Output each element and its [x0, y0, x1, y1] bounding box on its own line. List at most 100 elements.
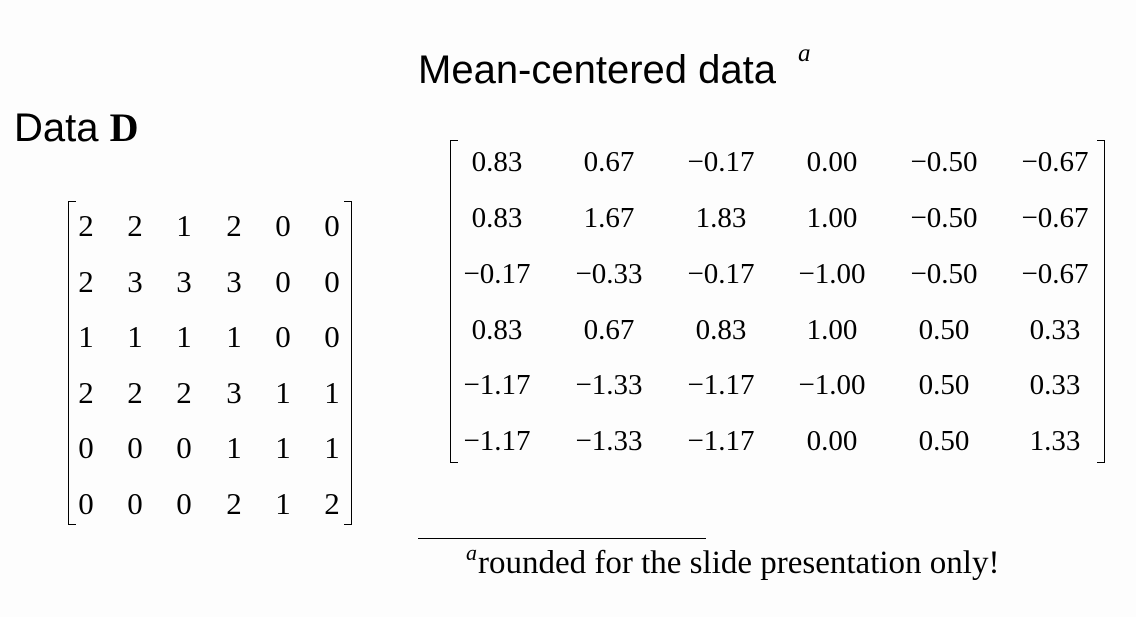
- matrix-cell: −0.50: [910, 146, 978, 178]
- left-bracket: [68, 201, 76, 525]
- matrix-cell: 0.83: [471, 146, 523, 178]
- matrix-cell: −0.67: [1021, 202, 1089, 234]
- matrix-cell: 1: [226, 319, 242, 354]
- matrix-cell: 2: [78, 208, 94, 243]
- footnote: arounded for the slide presentation only…: [466, 540, 1000, 588]
- matrix-row: 0.83 1.67 1.83 1.00 −0.50 −0.67: [450, 190, 1105, 246]
- matrix-cell: −1.17: [463, 369, 531, 401]
- matrix-cell: −0.50: [910, 202, 978, 234]
- matrix-cell: 0: [324, 319, 340, 354]
- matrix-cell: 0.33: [1029, 369, 1081, 401]
- title-footnote-mark: a: [798, 40, 811, 67]
- matrix-cell: 1: [176, 319, 192, 354]
- matrix-cell: 2: [78, 375, 94, 410]
- matrix-cell: 0: [78, 486, 94, 521]
- matrix-cell: −0.33: [575, 258, 643, 290]
- matrix-cell: 1.83: [695, 202, 747, 234]
- matrix-cell: 0: [127, 430, 143, 465]
- mean-centered-matrix: 0.83 0.67 −0.17 0.00 −0.50 −0.67 0.83 1.67 1.83 1…: [450, 140, 1105, 463]
- matrix-cell: −1.33: [575, 425, 643, 457]
- matrix-row: 0.83 0.67 0.83 1.00 0.50 0.33: [450, 302, 1105, 358]
- matrix-cell: 1.67: [583, 202, 635, 234]
- matrix-row: −1.17 −1.33 −1.17 −1.00 0.50 0.33: [450, 357, 1105, 413]
- matrix-cell: 0: [275, 264, 291, 299]
- matrix-cell: 3: [226, 375, 242, 410]
- footnote-mark: a: [466, 540, 477, 565]
- matrix-cell: 0: [275, 319, 291, 354]
- matrix-cell: 2: [324, 486, 340, 521]
- footnote-text: rounded for the slide presentation only!: [478, 545, 1000, 581]
- matrix-cell: 0.83: [471, 314, 523, 346]
- matrix-cell: 0.83: [471, 202, 523, 234]
- matrix-cell: −1.17: [463, 425, 531, 457]
- matrix-cell: 1: [78, 319, 94, 354]
- right-bracket: [344, 201, 352, 525]
- matrix-cell: −1.33: [575, 369, 643, 401]
- matrix-cell: 0.67: [583, 314, 635, 346]
- matrix-cell: −0.17: [463, 258, 531, 290]
- matrix-cell: 1: [275, 430, 291, 465]
- matrix-cell: 0: [275, 208, 291, 243]
- matrix-cell: 2: [226, 208, 242, 243]
- matrix-cell: 1.00: [806, 202, 858, 234]
- matrix-cell: 1: [127, 319, 143, 354]
- matrix-cell: −1.17: [687, 425, 755, 457]
- matrix-cell: −1.00: [798, 258, 866, 290]
- matrix-row: 0.83 0.67 −0.17 0.00 −0.50 −0.67: [450, 134, 1105, 190]
- data-title-prefix: Data: [14, 106, 99, 150]
- left-bracket: [450, 140, 458, 463]
- data-title-symbol: D: [109, 105, 139, 150]
- matrix-row: −0.17 −0.33 −0.17 −1.00 −0.50 −0.67: [450, 246, 1105, 302]
- footnote-divider: [418, 538, 706, 539]
- matrix-cell: 0.50: [918, 425, 970, 457]
- matrix-cell: −1.00: [798, 369, 866, 401]
- matrix-cell: 0: [127, 486, 143, 521]
- matrix-cell: 3: [127, 264, 143, 299]
- matrix-cell: 1.33: [1029, 425, 1081, 457]
- matrix-cell: 1: [275, 375, 291, 410]
- matrix-cell: −1.17: [687, 369, 755, 401]
- matrix-cell: 0.00: [806, 425, 858, 457]
- matrix-cell: 1: [324, 430, 340, 465]
- matrix-cell: 2: [127, 375, 143, 410]
- matrix-cell: 0: [324, 208, 340, 243]
- matrix-cell: 2: [127, 208, 143, 243]
- matrix-cell: −0.50: [910, 258, 978, 290]
- matrix-cell: 1.00: [806, 314, 858, 346]
- matrix-cell: 0.50: [918, 314, 970, 346]
- matrix-cell: 0.00: [806, 146, 858, 178]
- matrix-cell: 1: [275, 486, 291, 521]
- matrix-cell: −0.67: [1021, 146, 1089, 178]
- mean-centered-title-text: Mean-centered data: [418, 48, 777, 92]
- right-bracket: [1097, 140, 1105, 463]
- matrix-cell: 2: [176, 375, 192, 410]
- mean-centered-title: Mean-centered data a: [418, 40, 811, 100]
- matrix-cell: 0: [176, 486, 192, 521]
- matrix-cell: 0.67: [583, 146, 635, 178]
- matrix-row: −1.17 −1.33 −1.17 0.00 0.50 1.33: [450, 413, 1105, 469]
- matrix-cell: 1: [324, 375, 340, 410]
- data-matrix-title: Data D: [14, 104, 139, 152]
- matrix-cell: −0.17: [687, 258, 755, 290]
- matrix-cell: 0: [324, 264, 340, 299]
- matrix-cell: 0.83: [695, 314, 747, 346]
- matrix-cell: 0: [176, 430, 192, 465]
- matrix-cell: 0.33: [1029, 314, 1081, 346]
- matrix-cell: 0: [78, 430, 94, 465]
- matrix-cell: −0.67: [1021, 258, 1089, 290]
- matrix-cell: 2: [226, 486, 242, 521]
- matrix-cell: 0.50: [918, 369, 970, 401]
- matrix-cell: 2: [78, 264, 94, 299]
- matrix-cell: 3: [176, 264, 192, 299]
- matrix-cell: −0.17: [687, 146, 755, 178]
- matrix-cell: 1: [226, 430, 242, 465]
- matrix-cell: 1: [176, 208, 192, 243]
- matrix-cell: 3: [226, 264, 242, 299]
